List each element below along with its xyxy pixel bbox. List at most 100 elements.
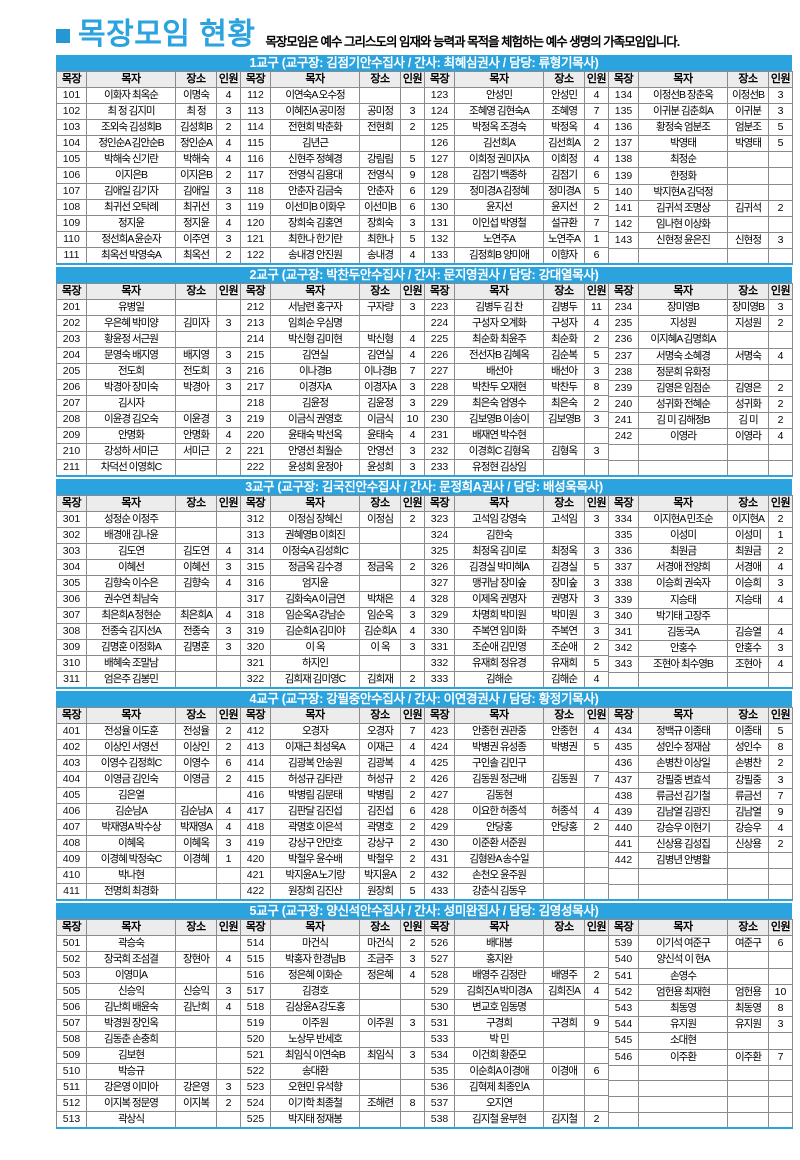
- table-row: 340 박기태 고장주: [608, 607, 793, 625]
- table-row: 520 노상무 반세호: [240, 1031, 425, 1048]
- col-header-mokja: 목자: [638, 918, 728, 937]
- cell-mokja-names: [638, 247, 728, 265]
- cell-mokjang-no: 313: [240, 527, 271, 544]
- cell-jangso-place: [175, 511, 217, 528]
- cell-mokja-names: 박지현A 김덕정: [638, 183, 728, 201]
- cell-mokja-names: 이혜옥: [86, 835, 176, 852]
- cell-jangso-place: [359, 1111, 401, 1129]
- cell-mokja-names: 김정희B 양미애: [454, 247, 544, 265]
- cell-inwon-count: 6: [584, 167, 609, 184]
- cell-mokja-names: 신현주 정혜경: [270, 151, 360, 168]
- table-row: 132 노연주A 노연주A 1: [424, 231, 609, 248]
- column-header-row: 목장 목자 장소 인원: [56, 919, 241, 936]
- cell-inwon-count: 3: [584, 543, 609, 560]
- cell-mokja-names: 정금옥 김수경: [270, 559, 360, 576]
- cell-jangso-place: 곽명호: [359, 819, 401, 836]
- cell-inwon-count: [768, 215, 793, 233]
- cell-mokjang-no: [608, 883, 639, 901]
- cell-mokja-names: [638, 868, 728, 885]
- col-header-jangso: 장소: [543, 495, 585, 512]
- cell-mokjang-no: 539: [608, 935, 639, 953]
- cell-jangso-place: [359, 1063, 401, 1080]
- cell-mokja-names: 김동원 정근배: [454, 771, 544, 788]
- col-header-mokjang: 목장: [608, 282, 639, 301]
- cell-mokjang-no: 318: [240, 607, 271, 624]
- col-header-jangso: 장소: [543, 71, 585, 88]
- cell-mokja-names: 김연실: [270, 347, 360, 364]
- table-row: 233 유정현 김상임: [424, 459, 609, 477]
- cell-mokja-names: 최순화 최윤주: [454, 331, 544, 348]
- cell-inwon-count: 5: [584, 183, 609, 200]
- cell-jangso-place: [175, 331, 217, 348]
- cell-mokja-names: [638, 671, 728, 689]
- cell-mokjang-no: 503: [56, 967, 87, 984]
- cell-inwon-count: [768, 1080, 793, 1098]
- section-table-groups: 목장 목자 장소 인원 201 유병일 202 우은혜 박미양 김미자 3 203 황윤정 서근원 20…: [56, 282, 793, 477]
- table-row: 506 김난희 배윤숙 김난희 4: [56, 999, 241, 1016]
- cell-inwon-count: 3: [216, 983, 241, 1000]
- col-header-inwon: 인원: [216, 707, 241, 724]
- section-table-groups: 목장 목자 장소 인원 401 전성율 이도훈 전성율 2 402 이상인 서영선 이상인 2 403 이…: [56, 706, 793, 901]
- cell-jangso-place: 류금선: [727, 787, 769, 805]
- cell-mokja-names: 김보영B 이송이: [454, 411, 544, 428]
- table-row: 437 강필중 변효석 강필중 3: [608, 771, 793, 789]
- table-row: 236 이지혜A 김명희A: [608, 331, 793, 349]
- cell-inwon-count: 4: [584, 119, 609, 136]
- table-row: 523 오현민 유석향: [240, 1079, 425, 1096]
- cell-mokja-names: 이영라: [638, 428, 728, 446]
- cell-jangso-place: 김병두: [543, 299, 585, 316]
- table-row: [608, 1064, 793, 1082]
- cell-mokja-names: 이기학 최종철: [270, 1095, 360, 1112]
- col-header-mokjang: 목장: [424, 283, 455, 300]
- cell-inwon-count: [400, 1079, 425, 1096]
- cell-mokjang-no: 311: [56, 671, 87, 689]
- cell-inwon-count: 9: [584, 1015, 609, 1032]
- cell-mokja-names: 김판달 김진섭: [270, 803, 360, 820]
- cell-mokjang-no: 122: [240, 247, 271, 265]
- cell-jangso-place: [727, 1096, 769, 1113]
- cell-mokjang-no: 520: [240, 1031, 271, 1048]
- cell-mokjang-no: 207: [56, 395, 87, 412]
- table-row: 133 김정희B 양미애 이향자 6: [424, 247, 609, 265]
- cell-mokjang-no: 118: [240, 183, 271, 200]
- cell-mokjang-no: 202: [56, 315, 87, 332]
- cell-mokja-names: [638, 883, 728, 901]
- cell-jangso-place: 윤태숙: [359, 427, 401, 444]
- table-row: 107 김애일 김기자 김애일 3: [56, 183, 241, 200]
- cell-mokja-names: 김향숙 이수은: [86, 575, 176, 592]
- cell-mokja-names: 차명희 박미원: [454, 607, 544, 624]
- cell-inwon-count: 3: [400, 1015, 425, 1032]
- col-header-mokjang: 목장: [240, 919, 271, 936]
- cell-jangso-place: 이혜옥: [175, 835, 217, 852]
- table-row: 546 이주환 이주환 7: [608, 1048, 793, 1066]
- cell-mokja-names: 이경혜 박정숙C: [86, 851, 176, 868]
- cell-jangso-place: [727, 1111, 769, 1129]
- table-row: 417 김판달 김진섭 김진섭 6: [240, 803, 425, 820]
- cell-jangso-place: [543, 1047, 585, 1064]
- cell-mokja-names: 신현정 윤은진: [638, 231, 728, 249]
- cell-jangso-place: [727, 167, 769, 185]
- table-row: [608, 868, 793, 885]
- cell-mokja-names: 박찬두 오재현: [454, 379, 544, 396]
- table-row: 219 이금식 권영호 이금식 10: [240, 411, 425, 428]
- table-row: 527 홍지완: [424, 951, 609, 968]
- table-row: 339 지승태 지승태 4: [608, 591, 793, 609]
- col-header-jangso: 장소: [727, 918, 769, 937]
- cell-mokjang-no: 241: [608, 411, 639, 430]
- cell-mokjang-no: 506: [56, 999, 87, 1016]
- col-header-mokja: 목자: [270, 495, 360, 512]
- cell-jangso-place: [543, 427, 585, 444]
- cell-mokjang-no: 543: [608, 999, 639, 1018]
- table-row: 434 정백규 이종태 이종태 5: [608, 723, 793, 741]
- cell-mokjang-no: 329: [424, 607, 455, 624]
- table-row: 319 김순희A 김미야 김순희A 4: [240, 623, 425, 640]
- cell-mokja-names: 김순남A: [86, 803, 176, 820]
- table-row: 415 허성규 김타관 허성규 2: [240, 771, 425, 788]
- table-row: 540 양신석 이 현A: [608, 951, 793, 969]
- cell-inwon-count: 2: [216, 247, 241, 265]
- cell-mokja-names: 최은희A 정현순: [86, 607, 176, 624]
- table-row: 307 최은희A 정현순 최은희A 4: [56, 607, 241, 624]
- cell-mokja-names: 김점기 백종하: [454, 167, 544, 184]
- cell-mokjang-no: 330: [424, 623, 455, 640]
